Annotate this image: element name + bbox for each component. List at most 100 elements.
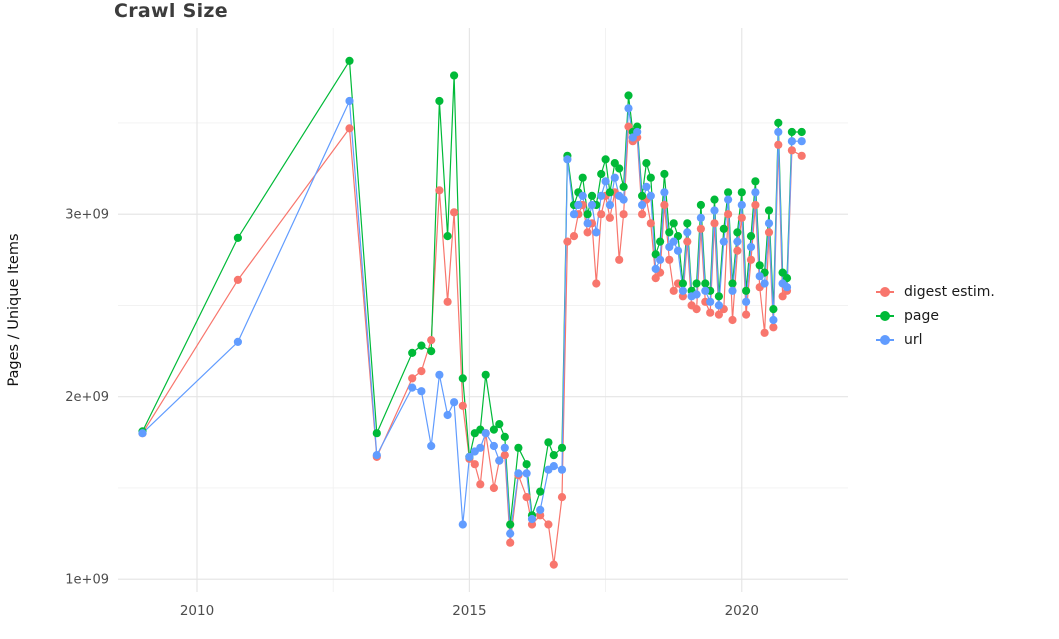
data-point-digest (569, 232, 579, 241)
data-point-page (733, 228, 742, 237)
data-point-digest (737, 213, 746, 222)
data-point-digest (522, 493, 531, 502)
data-point-page (638, 191, 647, 200)
data-point-url (601, 177, 610, 186)
data-point-url (587, 200, 597, 210)
data-point-digest (544, 520, 553, 529)
data-point-page (506, 520, 515, 529)
data-point-url (656, 255, 665, 264)
data-point-digest (458, 401, 467, 410)
legend-key-digest (876, 285, 894, 299)
data-point-page (233, 233, 242, 242)
data-point-digest (435, 186, 444, 195)
data-point-url (495, 456, 504, 465)
data-point-page (557, 443, 567, 452)
data-point-digest (764, 228, 774, 237)
data-point-url (435, 370, 444, 379)
plot-area: 1e+09 2e+09 3e+09 2010 2015 2020 (65, 28, 848, 619)
data-point-page (583, 210, 592, 219)
data-point-digest (500, 451, 509, 460)
data-point-page (724, 188, 733, 197)
data-point-digest (345, 124, 354, 133)
data-point-url (233, 337, 242, 346)
data-point-page (669, 219, 678, 228)
data-point-page (755, 261, 764, 270)
x-tick-label: 2020 (725, 603, 759, 619)
data-point-url (787, 137, 797, 146)
data-point-url (673, 246, 683, 255)
data-point-url (557, 465, 567, 474)
data-point-digest (728, 315, 737, 325)
data-point-page (536, 487, 545, 496)
data-point-page (778, 268, 787, 277)
data-point-digest (619, 210, 628, 219)
y-tick-label: 1e+09 (65, 573, 109, 588)
data-point-digest (660, 200, 669, 210)
data-point-digest (724, 210, 733, 219)
data-point-digest (233, 275, 242, 284)
data-point-url (646, 191, 655, 200)
data-point-url (642, 182, 651, 191)
data-point-page (489, 425, 498, 434)
data-point-page (345, 56, 354, 65)
data-point-url (345, 96, 354, 106)
data-point-url (574, 200, 583, 210)
legend-dot-icon (880, 310, 890, 321)
legend-dot-icon (880, 334, 890, 345)
data-point-digest (583, 228, 592, 237)
data-point-digest (638, 210, 647, 219)
data-point-url (710, 206, 719, 215)
data-point-url (408, 383, 417, 392)
data-point-page (481, 370, 490, 379)
legend-item-digest-estim: digest estim. (876, 283, 995, 300)
series-line-url (142, 100, 802, 535)
data-point-url (624, 104, 633, 113)
data-point-url (597, 191, 606, 200)
legend-label-url: url (904, 331, 923, 348)
data-point-digest (450, 208, 459, 217)
data-point-page (544, 438, 553, 447)
data-point-digest (408, 374, 417, 383)
data-point-url (660, 188, 669, 197)
data-point-url (774, 127, 783, 137)
data-point-url (628, 133, 637, 142)
data-point-url (450, 398, 459, 407)
data-point-url (737, 200, 746, 210)
data-point-digest (651, 274, 660, 283)
data-point-url (605, 200, 615, 210)
data-point-url (760, 279, 769, 288)
data-point-page (458, 374, 467, 383)
legend: digest estim. page url (876, 283, 995, 348)
data-point-url (536, 505, 545, 514)
data-point-page (692, 279, 701, 288)
data-point-page (710, 195, 719, 204)
data-point-page (619, 182, 628, 191)
data-point-digest (692, 305, 701, 314)
data-point-digest (706, 308, 715, 317)
data-point-url (719, 237, 728, 246)
data-point-url (696, 213, 706, 222)
data-point-digest (714, 310, 724, 319)
data-point-url (481, 429, 490, 438)
data-point-url (755, 272, 764, 281)
data-point-page (665, 228, 674, 237)
data-point-page (728, 279, 737, 288)
data-point-url (751, 188, 760, 197)
data-point-url (372, 451, 381, 460)
data-point-digest (549, 560, 558, 569)
data-point-digest (787, 146, 797, 155)
data-point-digest (592, 279, 601, 288)
data-point-url (633, 127, 642, 137)
data-point-digest (746, 255, 756, 264)
data-point-page (746, 232, 756, 241)
data-point-url (638, 200, 647, 210)
data-point-url (764, 219, 774, 228)
data-point-url (465, 452, 474, 461)
data-point-page (417, 341, 426, 350)
data-point-digest (696, 224, 706, 233)
data-point-url (592, 228, 601, 237)
data-point-page (549, 451, 558, 460)
series-line-digest (141, 125, 802, 566)
data-point-page (797, 127, 806, 137)
